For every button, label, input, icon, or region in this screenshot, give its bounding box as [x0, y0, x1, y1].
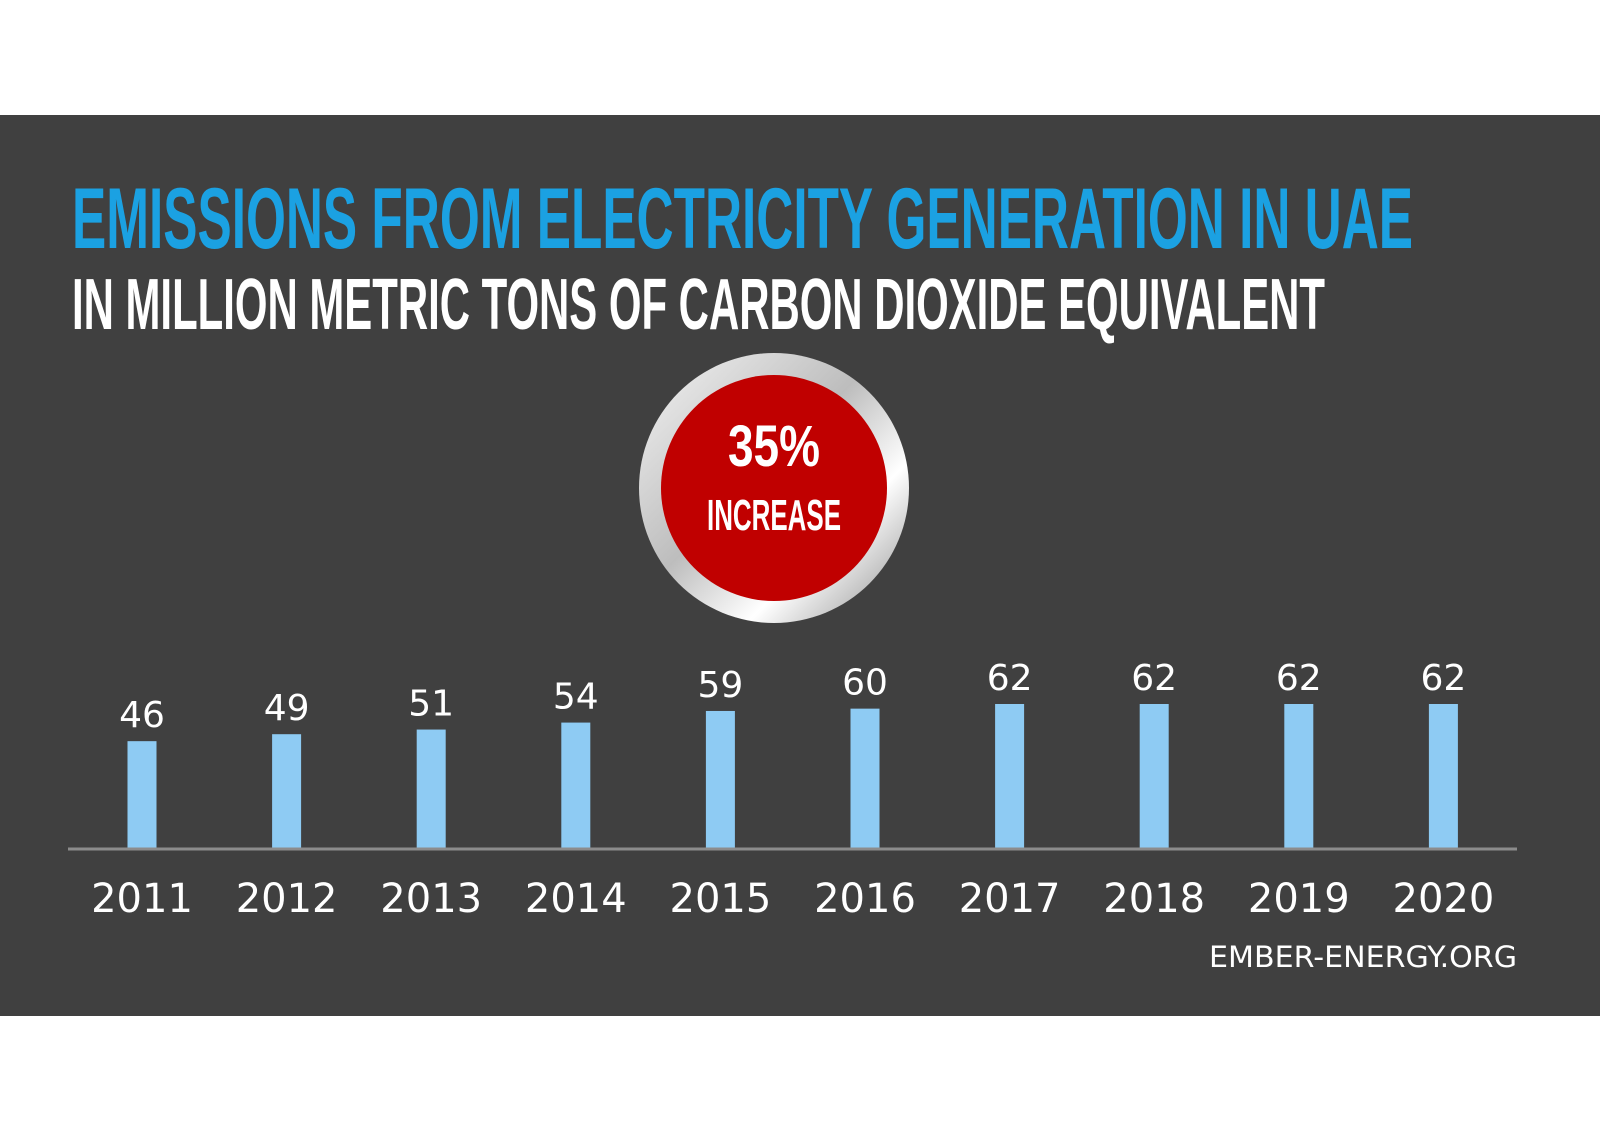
bar-2011: [127, 741, 157, 848]
increase-badge: 35% INCREASE: [639, 353, 909, 623]
data-label-2019: 62: [1276, 658, 1322, 699]
data-label-2018: 62: [1131, 658, 1177, 699]
x-tick-label: 2018: [1103, 876, 1205, 922]
data-label-2020: 62: [1420, 658, 1466, 699]
x-tick-label: 2016: [814, 876, 916, 922]
bar-2018: [1139, 704, 1169, 848]
data-label-2016: 60: [842, 663, 888, 704]
badge-disc: [661, 375, 887, 601]
badge-value: 35%: [728, 414, 820, 479]
bar-2013: [416, 729, 446, 848]
data-label-2014: 54: [553, 677, 599, 718]
x-tick-label: 2011: [91, 876, 193, 922]
data-label-2012: 49: [264, 688, 310, 729]
data-label-2015: 59: [697, 665, 743, 706]
data-label-2017: 62: [987, 658, 1033, 699]
data-label-2013: 51: [408, 684, 454, 725]
bar-2012: [272, 734, 302, 848]
x-tick-label: 2013: [380, 876, 482, 922]
bar-2017: [995, 704, 1025, 848]
bar-2015: [705, 710, 735, 848]
x-tick-label: 2012: [236, 876, 338, 922]
x-axis-tick-labels: 2011 2012 2013 2014 2015 2016 2017 2018 2019 2020: [91, 876, 1494, 922]
source-label: EMBER-ENERGY.ORG: [1209, 940, 1517, 974]
bar-2019: [1284, 704, 1314, 848]
bar-2016: [850, 708, 880, 848]
bar-series: 46 49 51 54 59 60 62 62 62 62: [119, 658, 1466, 848]
x-tick-label: 2015: [670, 876, 772, 922]
chart-title: EMISSIONS FROM ELECTRICITY GENERATION IN…: [72, 171, 1413, 267]
x-tick-label: 2020: [1393, 876, 1495, 922]
badge-label: INCREASE: [707, 491, 841, 540]
bar-2014: [561, 722, 591, 848]
data-label-2011: 46: [119, 695, 165, 736]
x-tick-label: 2017: [959, 876, 1061, 922]
bar-2020: [1428, 704, 1458, 848]
x-tick-label: 2014: [525, 876, 627, 922]
chart-subtitle: IN MILLION METRIC TONS OF CARBON DIOXIDE…: [72, 265, 1325, 345]
x-tick-label: 2019: [1248, 876, 1350, 922]
